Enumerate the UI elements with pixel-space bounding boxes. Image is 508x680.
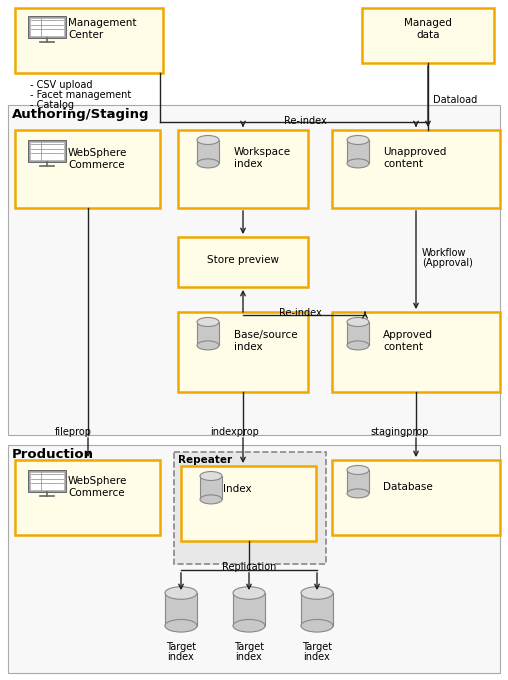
- Polygon shape: [347, 322, 369, 345]
- Text: - CSV upload: - CSV upload: [30, 80, 92, 90]
- Text: Workflow: Workflow: [422, 248, 466, 258]
- Text: index: index: [168, 652, 195, 662]
- Text: WebSphere: WebSphere: [68, 148, 128, 158]
- Text: fileprop: fileprop: [55, 427, 92, 437]
- Text: Store preview: Store preview: [207, 255, 279, 265]
- Text: index: index: [236, 652, 262, 662]
- Ellipse shape: [301, 587, 333, 599]
- Text: Re-index: Re-index: [283, 116, 326, 126]
- Text: Commerce: Commerce: [68, 488, 124, 498]
- Text: Approved: Approved: [383, 330, 433, 340]
- Ellipse shape: [233, 587, 265, 599]
- FancyBboxPatch shape: [178, 130, 308, 208]
- Text: Database: Database: [383, 482, 433, 492]
- FancyBboxPatch shape: [332, 130, 500, 208]
- FancyBboxPatch shape: [181, 466, 316, 541]
- FancyBboxPatch shape: [28, 16, 66, 38]
- Text: stagingprop: stagingprop: [370, 427, 428, 437]
- Text: Dataload: Dataload: [433, 95, 477, 105]
- Text: Index: Index: [223, 484, 251, 494]
- Text: indexprop: indexprop: [210, 427, 259, 437]
- FancyBboxPatch shape: [30, 472, 64, 490]
- Ellipse shape: [197, 159, 219, 168]
- Ellipse shape: [197, 135, 219, 145]
- Text: Authoring/Staging: Authoring/Staging: [12, 108, 149, 121]
- Ellipse shape: [197, 318, 219, 326]
- Ellipse shape: [165, 587, 197, 599]
- FancyBboxPatch shape: [8, 105, 500, 435]
- Text: Repeater: Repeater: [178, 455, 232, 465]
- Ellipse shape: [301, 619, 333, 632]
- Text: Managed: Managed: [404, 18, 452, 28]
- Text: Replication: Replication: [222, 562, 276, 572]
- Text: - Catalog: - Catalog: [30, 100, 74, 110]
- Ellipse shape: [197, 341, 219, 350]
- Polygon shape: [347, 140, 369, 163]
- Text: - Facet management: - Facet management: [30, 90, 131, 100]
- Polygon shape: [197, 322, 219, 345]
- Text: Target: Target: [302, 642, 332, 652]
- FancyBboxPatch shape: [30, 142, 64, 160]
- Polygon shape: [197, 140, 219, 163]
- Ellipse shape: [347, 159, 369, 168]
- Text: WebSphere: WebSphere: [68, 476, 128, 486]
- FancyBboxPatch shape: [15, 460, 160, 535]
- FancyBboxPatch shape: [362, 8, 494, 63]
- FancyBboxPatch shape: [15, 130, 160, 208]
- Ellipse shape: [347, 135, 369, 145]
- Ellipse shape: [200, 495, 222, 504]
- Text: Production: Production: [12, 448, 94, 461]
- FancyBboxPatch shape: [332, 312, 500, 392]
- Polygon shape: [200, 476, 222, 499]
- Ellipse shape: [165, 619, 197, 632]
- Ellipse shape: [347, 341, 369, 350]
- Ellipse shape: [347, 318, 369, 326]
- Polygon shape: [301, 593, 333, 626]
- Text: index: index: [234, 159, 263, 169]
- Ellipse shape: [200, 471, 222, 481]
- FancyBboxPatch shape: [332, 460, 500, 535]
- Polygon shape: [347, 470, 369, 494]
- Text: (Approval): (Approval): [422, 258, 473, 268]
- Ellipse shape: [347, 466, 369, 475]
- Text: Commerce: Commerce: [68, 160, 124, 170]
- Text: index: index: [234, 342, 263, 352]
- Text: content: content: [383, 159, 423, 169]
- Text: Unapproved: Unapproved: [383, 147, 447, 157]
- Ellipse shape: [347, 489, 369, 498]
- FancyBboxPatch shape: [30, 18, 64, 37]
- Text: Re-index: Re-index: [278, 308, 322, 318]
- FancyBboxPatch shape: [174, 452, 326, 564]
- Text: Management: Management: [68, 18, 137, 28]
- Text: content: content: [383, 342, 423, 352]
- Text: data: data: [416, 30, 440, 40]
- FancyBboxPatch shape: [28, 140, 66, 163]
- FancyBboxPatch shape: [15, 8, 163, 73]
- Text: Target: Target: [234, 642, 264, 652]
- Polygon shape: [233, 593, 265, 626]
- Text: Workspace: Workspace: [234, 147, 291, 157]
- Text: Target: Target: [166, 642, 196, 652]
- FancyBboxPatch shape: [178, 237, 308, 287]
- FancyBboxPatch shape: [8, 445, 500, 673]
- Text: Center: Center: [68, 30, 103, 40]
- FancyBboxPatch shape: [178, 312, 308, 392]
- FancyBboxPatch shape: [28, 470, 66, 492]
- Ellipse shape: [233, 619, 265, 632]
- Text: index: index: [304, 652, 330, 662]
- Polygon shape: [165, 593, 197, 626]
- Text: Base/source: Base/source: [234, 330, 298, 340]
